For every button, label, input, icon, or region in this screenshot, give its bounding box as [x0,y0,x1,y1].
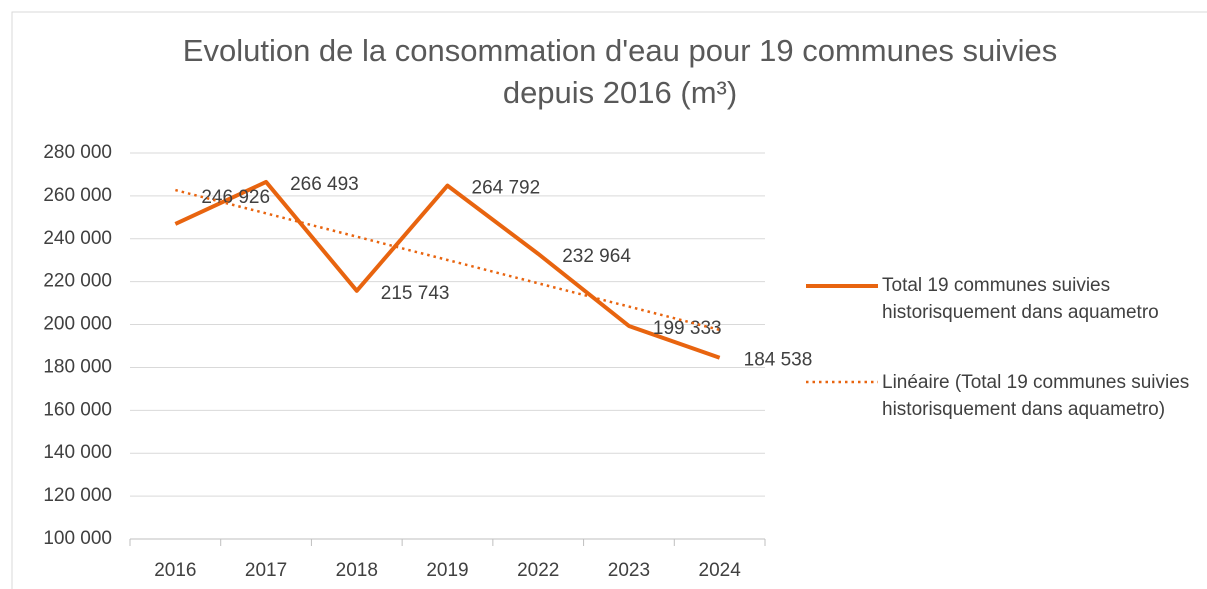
legend-label: Linéaire (Total 19 communes suivies hist… [882,372,1190,420]
y-tick-label: 220 000 [43,271,112,292]
x-tick-label: 2023 [608,560,650,581]
data-label: 246 926 [201,187,270,208]
y-tick-label: 200 000 [43,314,112,335]
x-tick-label: 2016 [154,560,196,581]
trend-line [175,188,720,332]
y-tick-label: 120 000 [43,485,112,506]
data-label: 264 792 [472,178,541,199]
data-label: 215 743 [381,283,450,304]
data-label: 232 964 [562,246,631,267]
data-label: 199 333 [653,318,722,339]
x-tick-label: 2019 [426,560,468,581]
legend-label: Total 19 communes suivies historisquemen… [882,275,1159,323]
y-tick-label: 160 000 [43,399,112,420]
y-tick-label: 280 000 [43,142,112,163]
x-tick-label: 2022 [517,560,559,581]
y-tick-label: 180 000 [43,356,112,377]
data-label: 184 538 [744,350,813,371]
x-tick-label: 2018 [336,560,378,581]
x-tick-label: 2017 [245,560,287,581]
data-label: 266 493 [290,174,359,195]
y-tick-label: 140 000 [43,442,112,463]
y-tick-label: 240 000 [43,228,112,249]
chart-border [11,11,1207,589]
chart-title: Evolution de la consommation d'eau pour … [182,33,1058,110]
line [174,179,721,360]
y-tick-label: 100 000 [43,528,112,549]
x-tick-label: 2024 [699,560,742,581]
y-tick-label: 260 000 [43,185,112,206]
